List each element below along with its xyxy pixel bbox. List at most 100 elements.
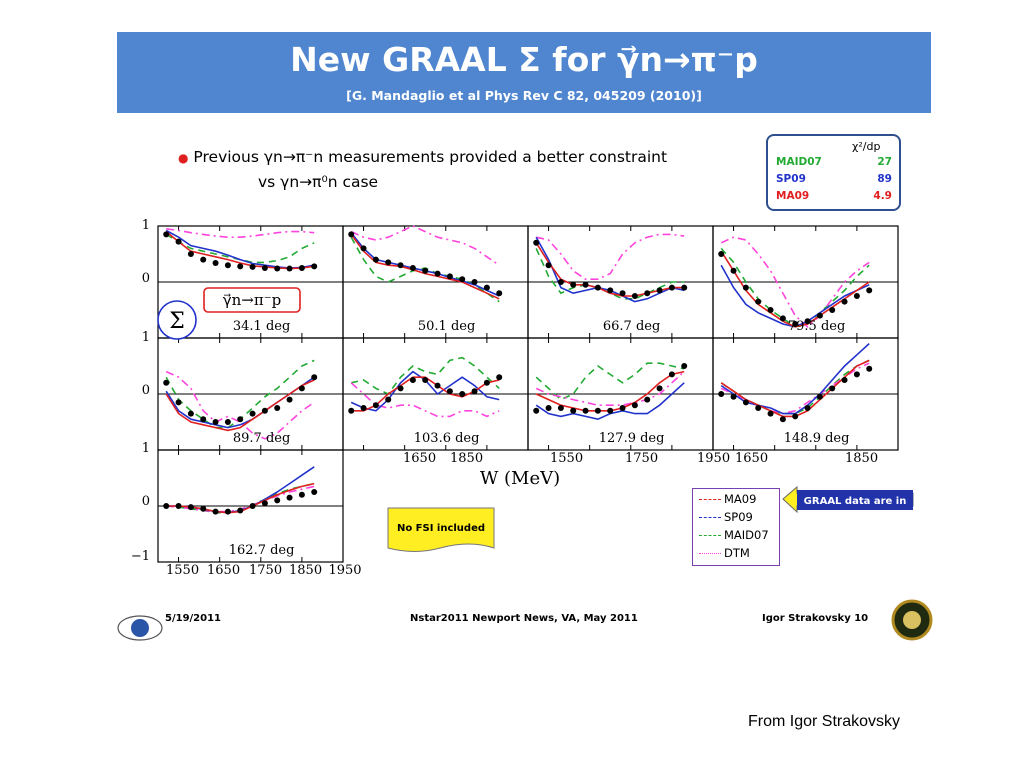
series-line-dtm — [535, 371, 685, 407]
data-point — [644, 290, 651, 297]
data-point — [212, 259, 219, 266]
slide-reference: [G. Mandaglio et al Phys Rev C 82, 04520… — [346, 88, 702, 103]
data-point — [200, 256, 207, 263]
x-axis-label: W (MeV) — [480, 468, 560, 489]
data-point — [187, 251, 194, 257]
reaction-box — [203, 287, 301, 313]
data-point — [434, 382, 441, 389]
data-point — [594, 284, 601, 291]
data-point — [286, 265, 293, 272]
series-line-ma09 — [165, 379, 315, 432]
data-point — [422, 377, 429, 383]
data-point — [372, 256, 379, 263]
panel-angle-label: 162.7 deg — [229, 543, 295, 558]
x-tick-label: 1850 — [289, 563, 322, 578]
data-point — [779, 315, 786, 322]
data-point — [261, 407, 268, 414]
data-point — [175, 503, 182, 509]
data-point — [200, 416, 207, 423]
y-tick-label: 1 — [142, 218, 150, 233]
data-point — [767, 410, 774, 417]
data-point — [779, 416, 786, 423]
data-point — [681, 284, 688, 291]
data-point — [644, 396, 651, 403]
panel-angle-label: 66.7 deg — [603, 319, 660, 334]
data-point — [249, 410, 256, 417]
data-point — [668, 371, 675, 378]
atom-logo-icon — [131, 619, 149, 637]
data-point — [298, 265, 305, 271]
data-point — [311, 374, 318, 381]
y-tick-label: 0 — [142, 494, 150, 509]
chi2-row-value: 27 — [877, 156, 892, 168]
data-point — [261, 500, 268, 507]
data-point — [582, 407, 589, 414]
series-line-sp09 — [720, 264, 870, 328]
data-point — [656, 287, 663, 294]
series-line-maid07 — [720, 359, 870, 415]
legend-item: MAID07 — [699, 528, 769, 542]
x-tick-label: 1650 — [207, 563, 240, 578]
chi2-row-name: SP09 — [776, 173, 806, 185]
series-line-ma09 — [350, 233, 500, 300]
x-tick-label: 1850 — [845, 451, 878, 466]
data-point — [459, 276, 466, 283]
data-point — [866, 287, 873, 294]
data-point — [212, 508, 219, 515]
bullet-dot-icon: ● — [178, 151, 189, 165]
data-point — [742, 284, 749, 291]
data-point — [422, 267, 429, 274]
data-point — [446, 388, 453, 395]
graal-arrow-text: GRAAL data are in — [804, 496, 907, 507]
sigma-symbol: Σ — [169, 309, 185, 334]
data-point — [274, 265, 281, 272]
data-point — [816, 312, 823, 319]
data-point — [607, 287, 614, 294]
panel-angle-label: 103.6 deg — [414, 431, 480, 446]
data-point — [853, 371, 860, 378]
data-point — [200, 505, 207, 512]
data-point — [385, 259, 392, 266]
legend-item: SP09 — [699, 510, 753, 524]
series-line-dtm — [720, 362, 870, 415]
chi2-row-name: MA09 — [776, 190, 810, 202]
y-tick-label: 0 — [142, 383, 150, 398]
data-point — [298, 385, 305, 392]
data-point — [360, 405, 367, 411]
data-point — [730, 267, 737, 274]
data-point — [348, 407, 355, 414]
data-point — [311, 489, 318, 495]
panel-angle-label: 50.1 deg — [418, 319, 475, 334]
data-point — [409, 265, 416, 271]
data-point — [459, 391, 466, 397]
series-line-maid07 — [351, 356, 500, 395]
data-point — [742, 399, 749, 406]
data-point — [483, 379, 490, 386]
data-point — [841, 298, 848, 305]
atom-logo-icon — [117, 615, 163, 641]
legend-item: MA09 — [699, 492, 756, 506]
chi2-row-value: 4.9 — [873, 190, 892, 202]
data-point — [570, 281, 577, 288]
data-point — [755, 298, 762, 305]
data-point — [397, 262, 404, 269]
y-tick-label: −1 — [131, 549, 150, 564]
sigma-circle — [157, 300, 197, 340]
series-line-dtm — [350, 225, 500, 266]
data-point — [755, 405, 762, 411]
series-line-dtm — [165, 370, 315, 440]
data-point — [446, 273, 453, 280]
data-point — [545, 405, 552, 411]
data-point — [163, 231, 170, 238]
chi2-row-name: MAID07 — [776, 156, 822, 168]
data-point — [866, 365, 873, 372]
bullet-point: ● Previous γn→π⁻n measurements provided … — [178, 148, 667, 166]
data-point — [249, 503, 256, 509]
x-tick-label: 1550 — [166, 563, 199, 578]
data-point — [631, 293, 638, 299]
data-point — [656, 385, 663, 392]
data-point — [619, 405, 626, 411]
footer-date: 5/19/2011 — [165, 613, 222, 624]
series-line-dtm — [166, 228, 315, 238]
note-sticky — [387, 507, 495, 552]
